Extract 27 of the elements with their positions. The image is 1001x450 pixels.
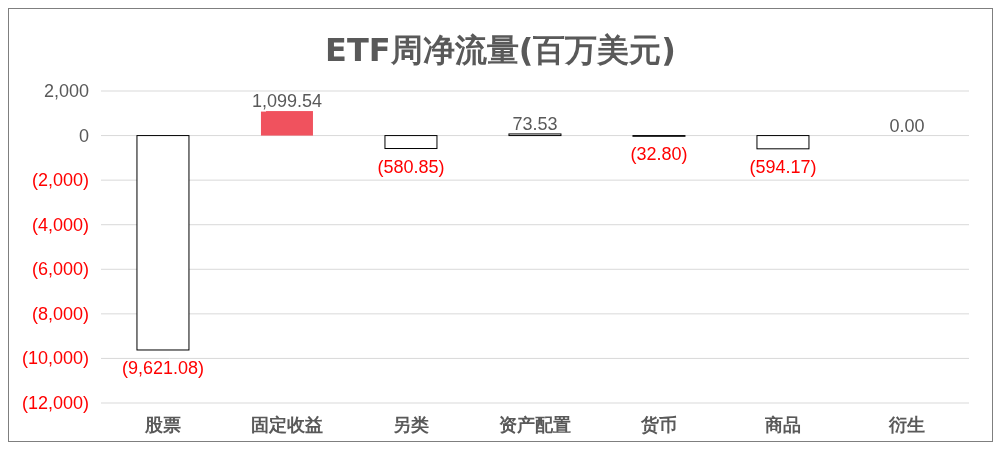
data-label: (32.80) (630, 144, 688, 165)
x-tick-label: 股票 (144, 414, 181, 435)
y-tick-label: (6,000) (31, 259, 89, 280)
data-label: (580.85) (377, 156, 445, 177)
x-tick-label: 另类 (393, 414, 429, 435)
bar (136, 135, 190, 351)
y-tick-label: (4,000) (31, 214, 89, 235)
data-label: (9,621.08) (121, 357, 204, 378)
data-label: 1,099.54 (251, 91, 322, 112)
chart-title: ETF周净流量(百万美元) (324, 30, 677, 71)
y-tick-label: (2,000) (31, 170, 89, 191)
x-tick-label: 商品 (764, 414, 801, 435)
bar (756, 135, 810, 150)
y-tick-label: 2,000 (43, 81, 89, 101)
bar (260, 111, 313, 136)
x-tick-label: 固定收益 (251, 414, 323, 435)
y-tick-label: 0 (78, 125, 89, 146)
bar (384, 135, 438, 150)
data-label: 0.00 (889, 115, 925, 136)
data-label: 73.53 (512, 113, 558, 134)
data-label: (594.17) (749, 156, 817, 177)
y-tick-label: (8,000) (31, 303, 89, 324)
x-tick-label: 衍生 (888, 414, 925, 435)
x-tick-label: 资产配置 (499, 414, 571, 435)
y-tick-label: (12,000) (21, 393, 89, 413)
y-tick-label: (10,000) (21, 348, 89, 369)
x-tick-label: 货币 (640, 414, 677, 435)
